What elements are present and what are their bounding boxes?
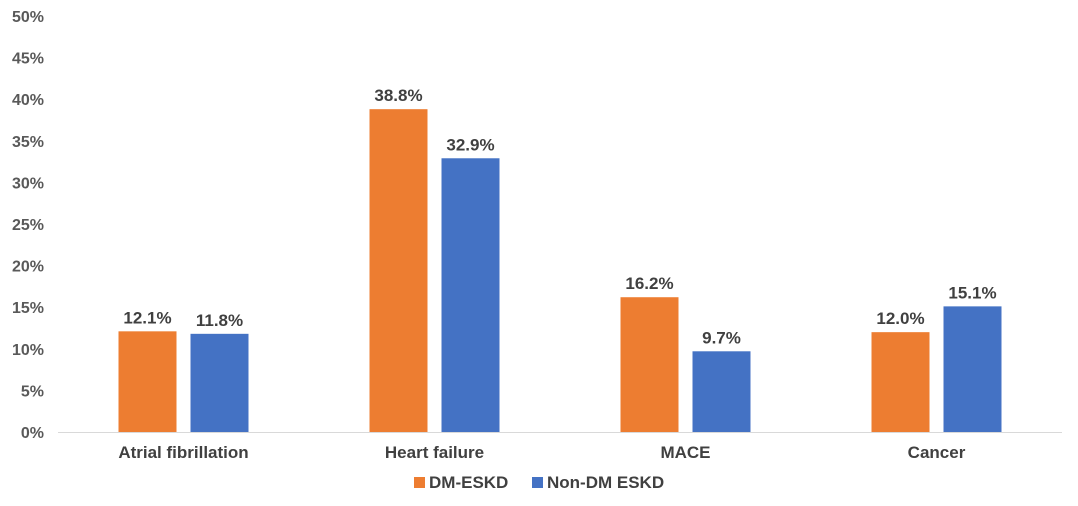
bar-non-dm-eskd [943, 306, 1002, 432]
category-label: MACE [660, 443, 710, 462]
bar-non-dm-eskd [190, 333, 249, 432]
bar-dm-eskd [369, 109, 428, 433]
y-tick-label: 30% [12, 175, 44, 192]
category-label: Cancer [908, 443, 966, 462]
data-label: 9.7% [702, 328, 741, 347]
data-labels: 12.1% 11.8% 38.8% 32.9% 16.2% 9.7% 12.0% 15.1% [123, 86, 996, 347]
bar-dm-eskd [620, 297, 679, 432]
category-label: Heart failure [385, 443, 484, 462]
data-label: 12.0% [876, 309, 924, 328]
data-label: 11.8% [196, 311, 243, 330]
data-label: 16.2% [625, 274, 673, 293]
legend-swatch-non-dm-eskd [532, 477, 543, 488]
category-label: Atrial fibrillation [118, 443, 248, 462]
y-tick-label: 0% [21, 425, 44, 442]
y-tick-label: 50% [12, 9, 44, 26]
y-tick-label: 25% [12, 217, 44, 234]
bars [118, 109, 1002, 433]
bar-dm-eskd [118, 331, 177, 432]
legend-label-dm-eskd: DM-ESKD [429, 473, 508, 492]
y-tick-label: 35% [12, 134, 44, 151]
data-label: 38.8% [374, 86, 422, 105]
bar-non-dm-eskd [692, 351, 751, 432]
y-tick-label: 5% [21, 383, 44, 400]
legend: DM-ESKD Non-DM ESKD [414, 473, 664, 492]
y-tick-label: 15% [12, 300, 44, 317]
y-tick-label: 40% [12, 92, 44, 109]
bar-dm-eskd [871, 332, 930, 432]
y-tick-label: 10% [12, 342, 44, 359]
category-labels: Atrial fibrillation Heart failure MACE Canc… [118, 443, 965, 462]
y-tick-label: 20% [12, 259, 44, 276]
legend-swatch-dm-eskd [414, 477, 425, 488]
legend-label-non-dm-eskd: Non-DM ESKD [547, 473, 664, 492]
y-tick-label: 45% [12, 51, 44, 68]
y-axis-ticks: 0% 5% 10% 15% 20% 25% 30% 35% 40% 45% 50% [12, 9, 44, 442]
data-label: 32.9% [446, 135, 494, 154]
bar-non-dm-eskd [441, 158, 500, 432]
data-label: 15.1% [948, 283, 996, 302]
data-label: 12.1% [123, 308, 171, 327]
